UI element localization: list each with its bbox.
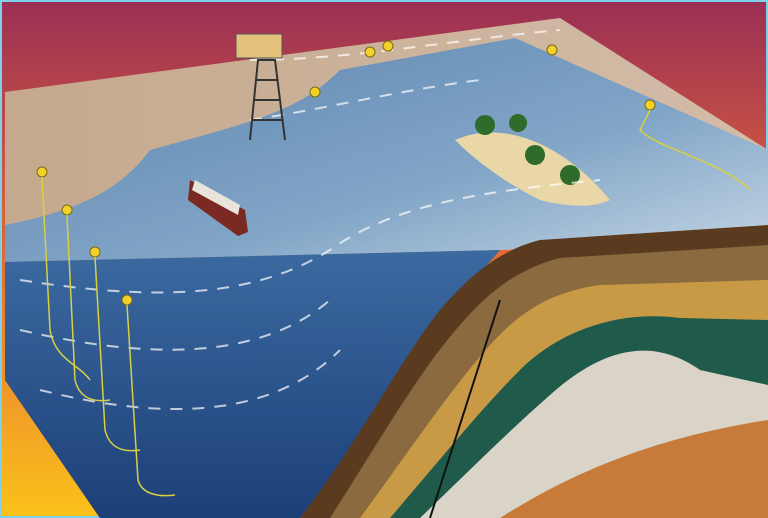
oil-rig (249, 59, 286, 141)
buoy (382, 40, 394, 52)
ship-deck (192, 180, 240, 215)
palm (509, 114, 527, 132)
buoy (546, 44, 558, 56)
palms (475, 114, 580, 185)
palm (560, 165, 580, 185)
seismic-line (39, 349, 341, 410)
buoy (364, 46, 376, 58)
seismic-lines (19, 29, 601, 410)
buoy (36, 166, 48, 178)
seismic-line (19, 299, 331, 351)
buoy (644, 99, 656, 111)
rig-struts (252, 79, 283, 121)
cable (126, 304, 176, 497)
palm (525, 145, 545, 165)
buoy (61, 204, 73, 216)
cable (639, 109, 751, 191)
rig-deck (235, 33, 283, 59)
island (455, 132, 610, 206)
seismic-line (249, 79, 481, 121)
buoys (36, 40, 656, 306)
seismic-line (249, 29, 561, 61)
drill-line (429, 299, 501, 518)
seismic-line (19, 179, 601, 294)
buoy (309, 86, 321, 98)
palm (475, 115, 495, 135)
cable (41, 176, 91, 381)
buoy (121, 294, 133, 306)
cable (94, 256, 141, 452)
cable (66, 214, 111, 402)
cables (41, 109, 751, 497)
buoy (89, 246, 101, 258)
layer-bedrock (500, 420, 768, 518)
water-surface (5, 38, 768, 262)
